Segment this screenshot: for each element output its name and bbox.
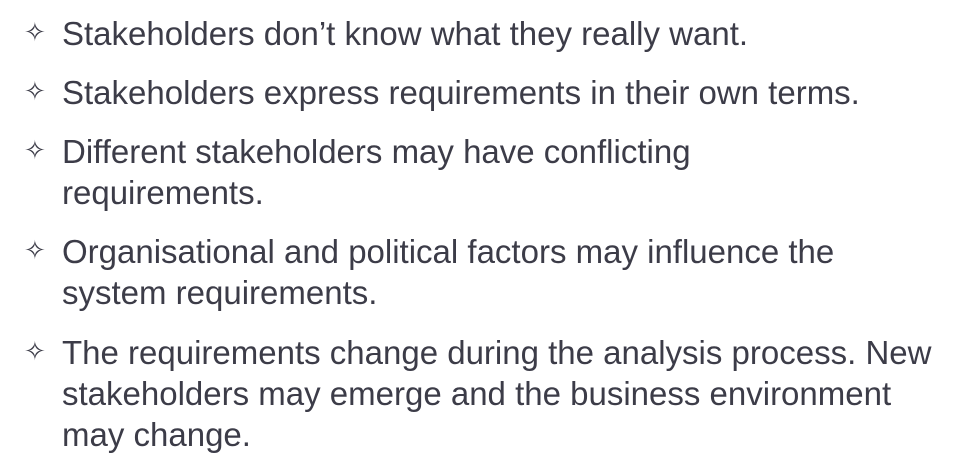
four-pointed-star-icon: ✧ [24, 77, 46, 107]
bullet-text: Stakeholders express requirements in the… [62, 74, 860, 111]
bullet-item: ✧ Different stakeholders may have confli… [24, 131, 964, 213]
bullet-item: ✧ The requirements change during the ana… [24, 332, 964, 455]
bullet-item: ✧ Organisational and political factors m… [24, 231, 964, 313]
four-pointed-star-icon: ✧ [24, 236, 46, 266]
four-pointed-star-icon: ✧ [24, 337, 46, 367]
bullet-item: ✧ Stakeholders don’t know what they real… [24, 13, 964, 54]
bullet-text: Stakeholders don’t know what they really… [62, 15, 749, 52]
bullet-text: Organisational and political factors may… [62, 233, 835, 311]
bullet-item: ✧ Stakeholders express requirements in t… [24, 72, 964, 113]
four-pointed-star-icon: ✧ [24, 136, 46, 166]
bullet-text: The requirements change during the analy… [62, 334, 932, 453]
bullet-text: Different stakeholders may have conflict… [62, 133, 691, 211]
four-pointed-star-icon: ✧ [24, 18, 46, 48]
